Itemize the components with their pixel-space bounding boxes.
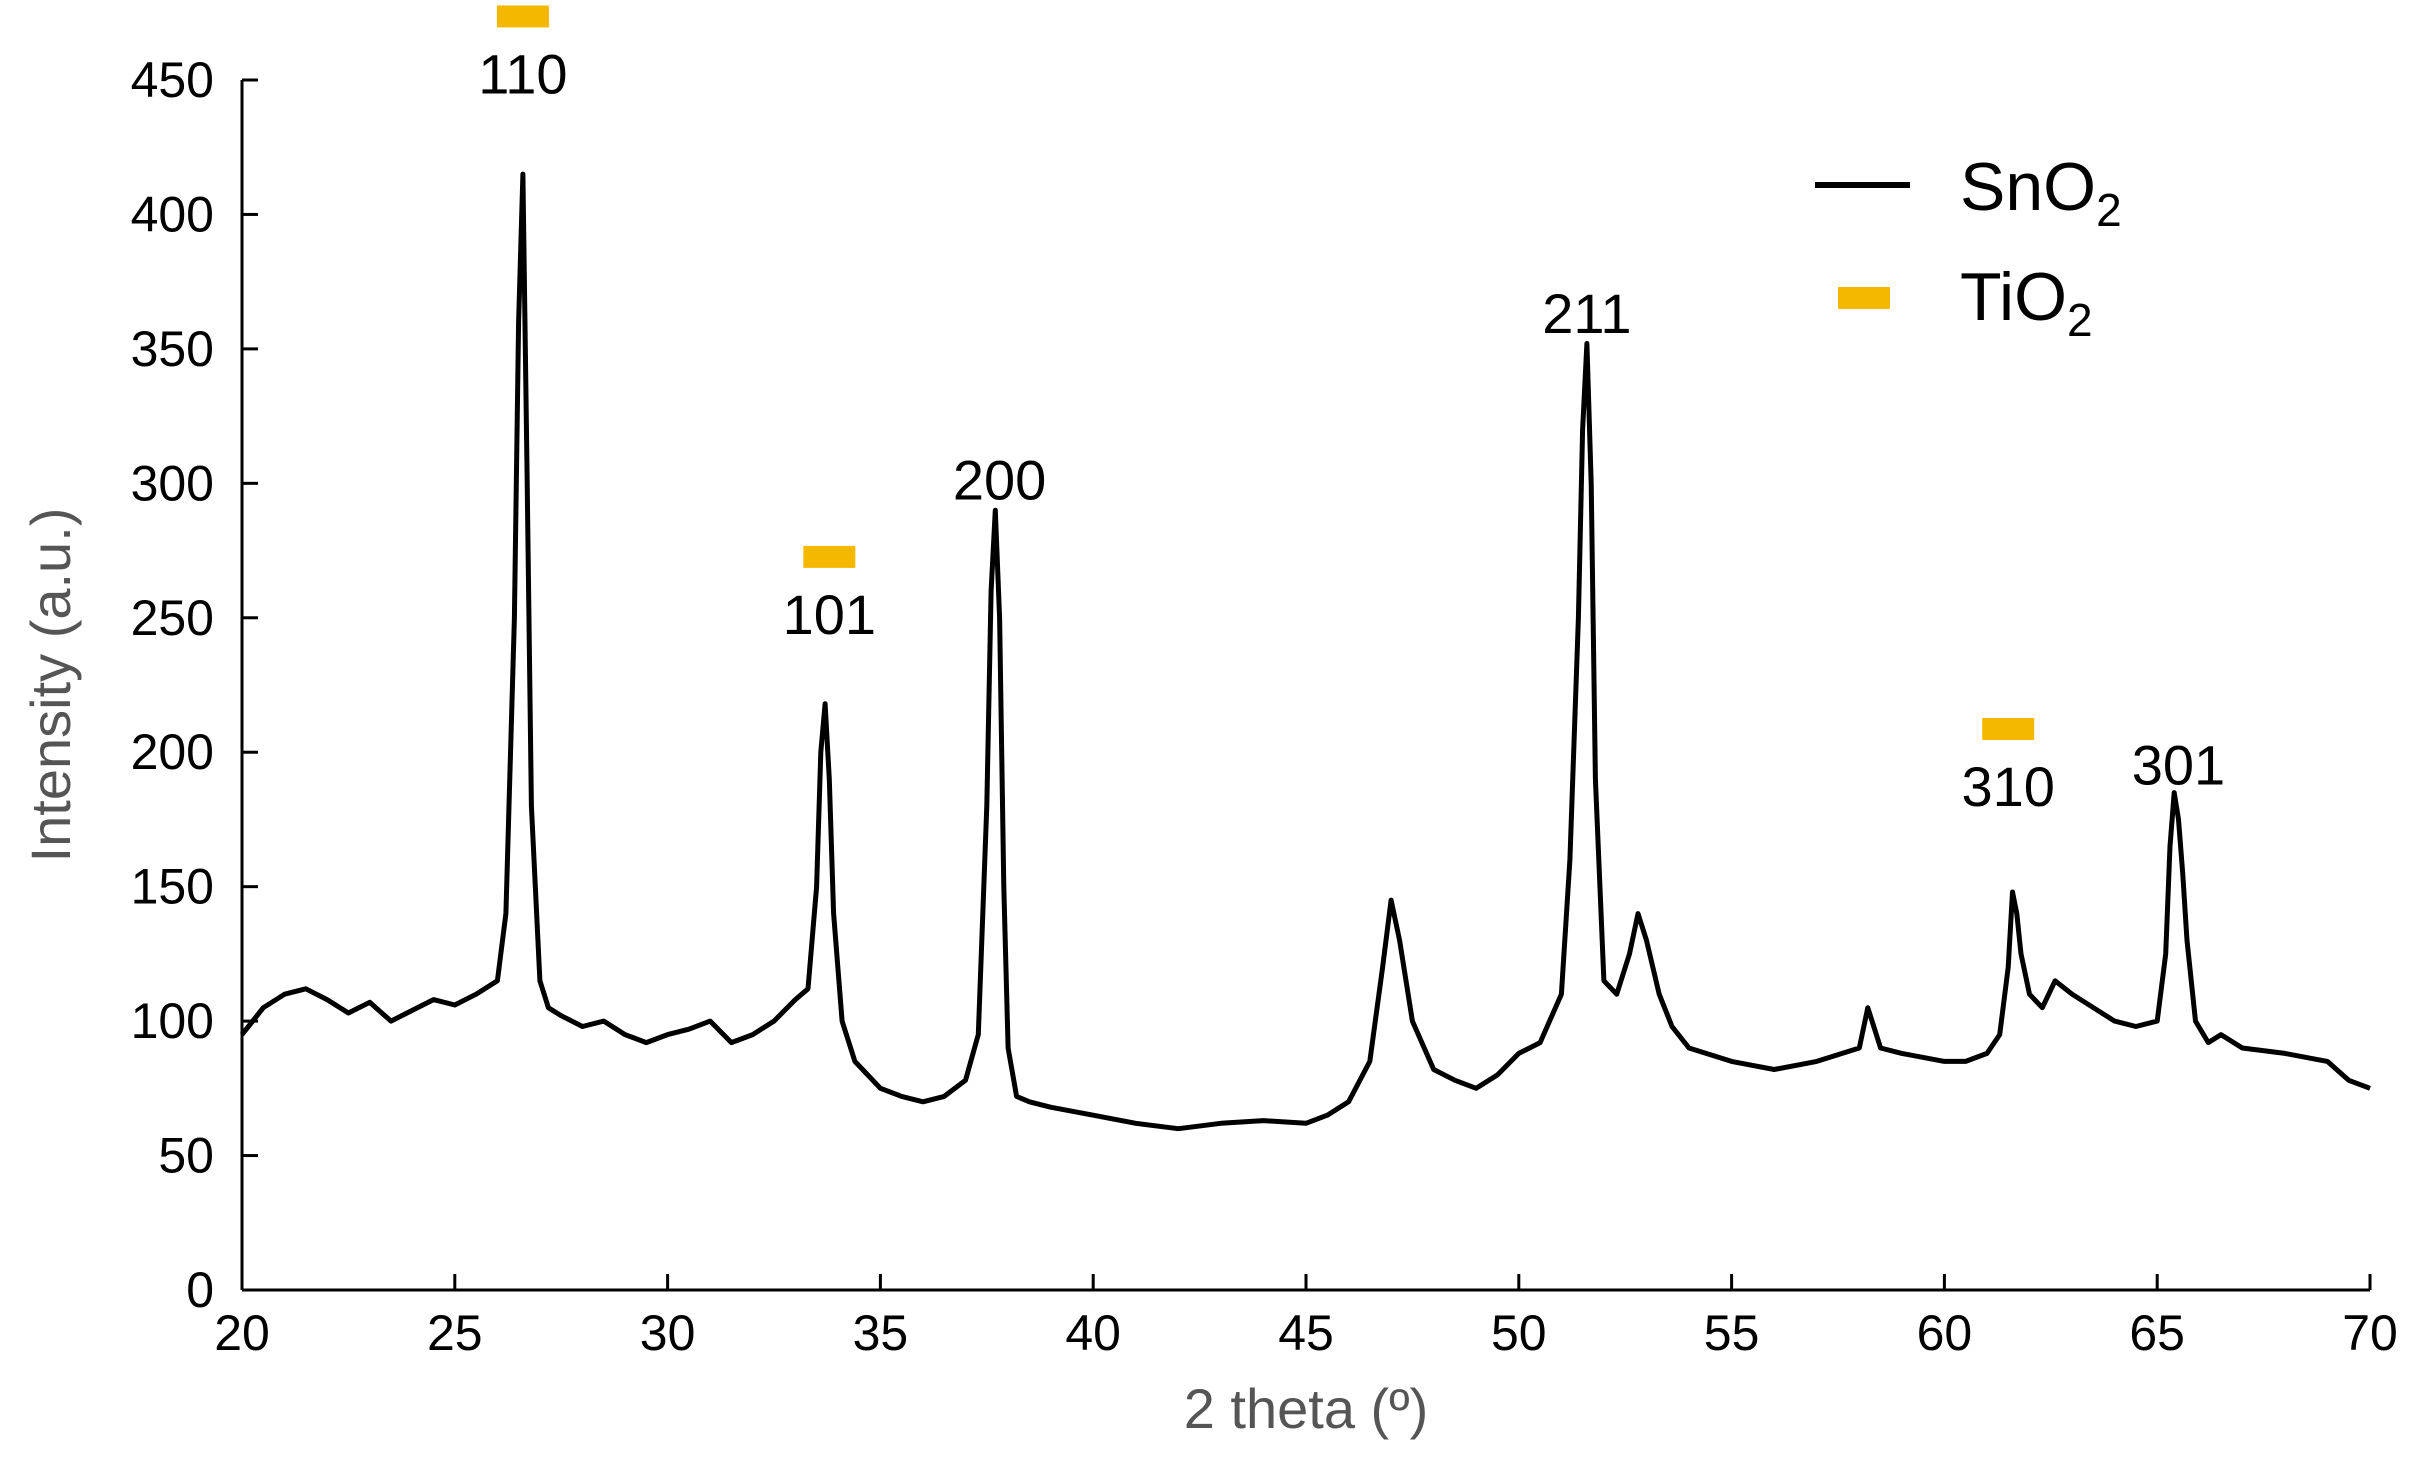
x-tick-label: 55: [1704, 1305, 1760, 1361]
peak-label: 211: [1542, 282, 1631, 345]
legend: SnO2 TiO2: [1815, 149, 2122, 346]
y-tick-label: 300: [131, 455, 214, 511]
tio2-marker: [1982, 718, 2035, 740]
tio2-marker: [496, 5, 549, 28]
legend-sno2-base: SnO: [1960, 149, 2096, 225]
legend-bar-swatch: [1838, 287, 1890, 309]
peak-label: 110: [478, 42, 567, 105]
y-tick-label: 400: [131, 186, 214, 242]
peak-label: 301: [2132, 733, 2225, 796]
x-tick-label: 40: [1065, 1305, 1121, 1361]
legend-label-sno2: SnO2: [1960, 149, 2122, 236]
x-tick-label: 35: [853, 1305, 909, 1361]
legend-tio2-base: TiO: [1960, 259, 2067, 335]
peak-label: 101: [783, 583, 876, 646]
y-axis-title: Intensity (a.u.): [19, 508, 82, 863]
y-tick-label: 150: [131, 859, 214, 915]
x-tick-label: 25: [427, 1305, 483, 1361]
x-ticks: 20 25 30 35 40 45 50 55 60 65 70: [214, 1274, 2398, 1361]
peak-labels: 110 101 200 211 310 301: [478, 5, 2225, 818]
peak-label: 310: [1962, 755, 2055, 818]
y-ticks: 0 50 100 150 200 250 300 350 400 450: [131, 52, 258, 1318]
legend-sno2-sub: 2: [2096, 184, 2122, 236]
y-tick-label: 0: [186, 1262, 214, 1318]
y-tick-label: 250: [131, 590, 214, 646]
y-tick-label: 50: [158, 1128, 214, 1184]
tio2-marker: [803, 545, 856, 568]
legend-label-tio2: TiO2: [1960, 259, 2093, 346]
peak-label: 200: [953, 448, 1046, 511]
legend-tio2-sub: 2: [2067, 294, 2093, 346]
x-axis-title: 2 theta (º): [1184, 1377, 1429, 1440]
x-tick-label: 70: [2342, 1305, 2398, 1361]
y-tick-label: 200: [131, 724, 214, 780]
x-tick-label: 65: [2129, 1305, 2185, 1361]
x-tick-label: 20: [214, 1305, 270, 1361]
y-tick-label: 100: [131, 993, 214, 1049]
x-tick-label: 45: [1278, 1305, 1334, 1361]
y-tick-label: 350: [131, 321, 214, 377]
x-tick-label: 50: [1491, 1305, 1547, 1361]
series-line-sno2: [240, 171, 2371, 1132]
y-tick-label: 450: [131, 52, 214, 108]
x-tick-label: 30: [640, 1305, 696, 1361]
x-tick-label: 60: [1917, 1305, 1973, 1361]
